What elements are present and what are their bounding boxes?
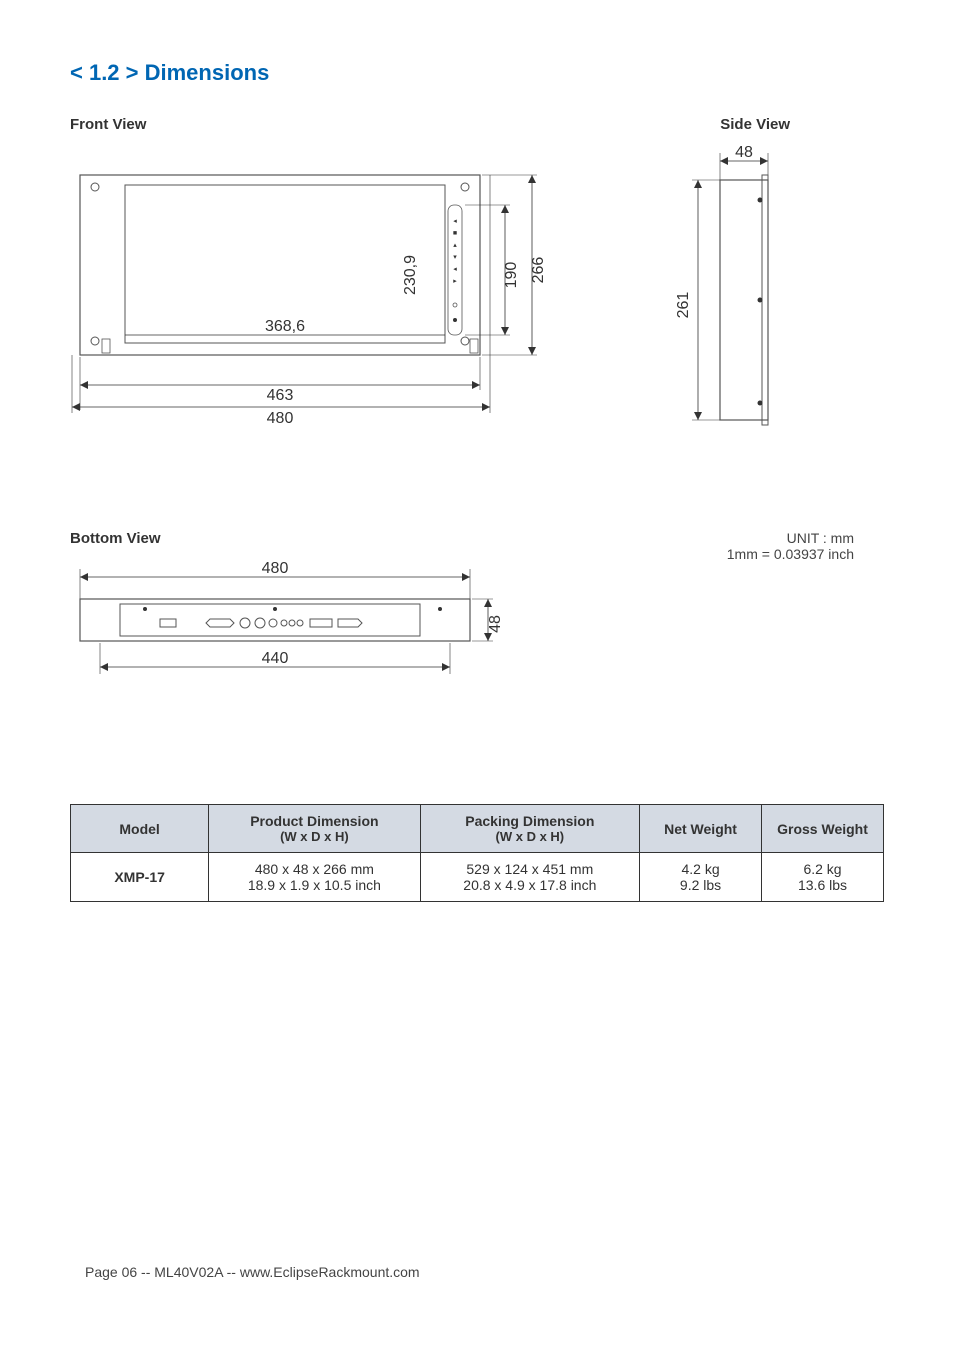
page: < 1.2 > Dimensions Front View ◂ [0,0,954,1350]
views-row: Front View ◂ ■ ▴ ▾ ◂ [70,116,884,450]
unit-line1: UNIT : mm [727,530,854,546]
spec-table: Model Product Dimension(W x D x H) Packi… [70,804,884,902]
th-packing-dim: Packing Dimension(W x D x H) [420,805,640,853]
front-view-label: Front View [70,116,560,133]
dim-261: 261 [675,292,692,319]
bottom-view-label: Bottom View [70,530,530,547]
dim-48-side: 48 [735,145,753,161]
td-model: XMP-17 [71,853,209,902]
svg-text:■: ■ [453,230,457,237]
front-view-diagram: ◂ ■ ▴ ▾ ◂ ▸ 368,6 463 [70,145,560,445]
td-packing: 529 x 124 x 451 mm20.8 x 4.9 x 17.8 inch [420,853,640,902]
bottom-view-block: Bottom View 480 [70,530,530,704]
dim-440: 440 [262,650,289,667]
dim-463: 463 [267,387,294,404]
dim-190: 190 [503,262,520,289]
svg-text:▴: ▴ [453,242,457,249]
dim-368-6: 368,6 [265,318,305,335]
front-view-block: Front View ◂ ■ ▴ ▾ ◂ [70,116,560,450]
dim-480-front: 480 [267,410,294,427]
dim-48-bottom: 48 [487,615,504,633]
unit-block: UNIT : mm 1mm = 0.03937 inch [727,530,854,562]
th-product-dim: Product Dimension(W x D x H) [209,805,420,853]
dim-230-9: 230,9 [402,255,419,295]
td-net: 4.2 kg9.2 lbs [640,853,762,902]
dim-266: 266 [530,257,547,284]
side-view-label: Side View [660,116,790,133]
section-title: < 1.2 > Dimensions [70,60,884,86]
bottom-view-diagram: 480 [70,559,530,699]
td-product: 480 x 48 x 266 mm18.9 x 1.9 x 10.5 inch [209,853,420,902]
table-row: XMP-17 480 x 48 x 266 mm18.9 x 1.9 x 10.… [71,853,884,902]
th-net-weight: Net Weight [640,805,762,853]
th-model: Model [71,805,209,853]
side-view-block: Side View 48 [660,116,790,450]
side-view-diagram: 48 261 [660,145,790,445]
page-footer: Page 06 -- ML40V02A -- www.EclipseRackmo… [85,1264,420,1280]
svg-text:◂: ◂ [453,266,457,273]
svg-text:◂: ◂ [453,218,457,225]
table-header-row: Model Product Dimension(W x D x H) Packi… [71,805,884,853]
svg-text:▸: ▸ [453,278,457,285]
dim-480-bottom: 480 [262,560,289,577]
svg-text:▾: ▾ [453,254,457,261]
td-gross: 6.2 kg13.6 lbs [762,853,884,902]
unit-line2: 1mm = 0.03937 inch [727,546,854,562]
th-gross-weight: Gross Weight [762,805,884,853]
second-row: Bottom View 480 [70,530,884,704]
